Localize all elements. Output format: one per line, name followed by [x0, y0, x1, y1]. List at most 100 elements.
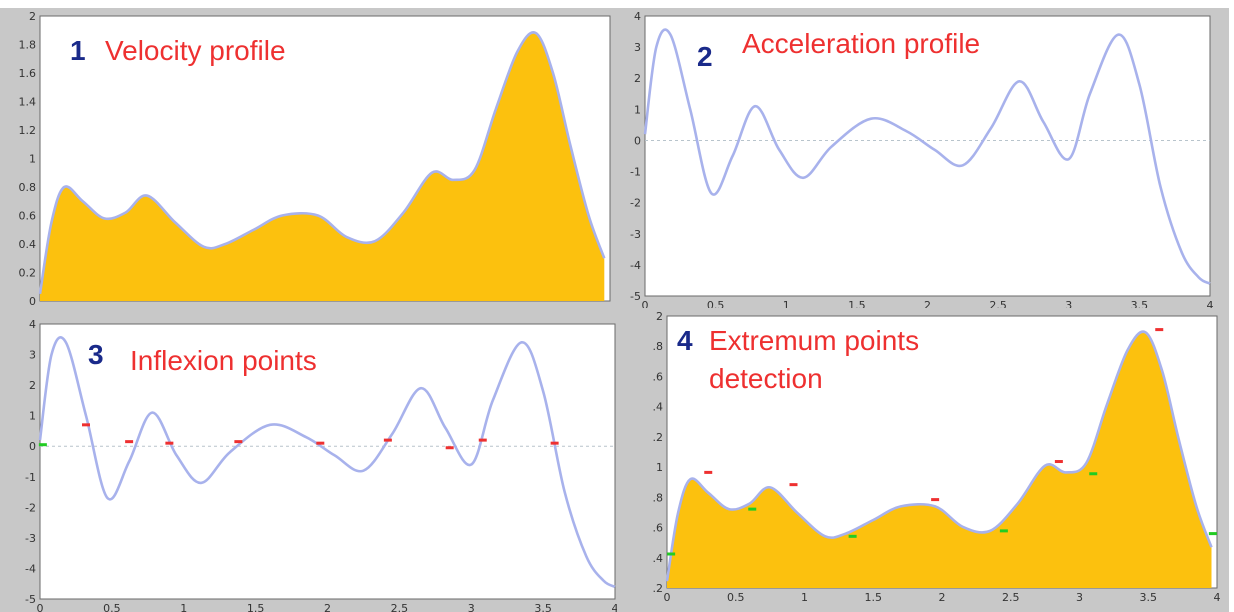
extremum-title-line2: detection [709, 363, 823, 394]
inflexion-title: Inflexion points [130, 345, 317, 376]
acceleration-xtick-label: 1.5 [848, 299, 866, 310]
extremum-ytick-label: .6 [653, 522, 664, 535]
velocity-chart-svg: 0 0.2 0.4 0.6 0.8 1 1.2 1.4 1.6 1.8 2 1 Velocity p… [19, 10, 611, 308]
velocity-ytick-label: 0.6 [19, 210, 37, 223]
inflexion-xticks: 0 0.5 1 1.5 2 2.5 3 3.5 4 [37, 602, 618, 612]
acceleration-number: 2 [697, 41, 713, 72]
inflexion-ytick-label: -4 [25, 562, 36, 575]
extremum-xtick-label: 0 [664, 591, 671, 604]
velocity-ytick-label: 0 [29, 295, 36, 308]
acceleration-xtick-label: 0.5 [707, 299, 725, 310]
extremum-ytick-label: .2 [653, 582, 664, 595]
inflexion-ytick-label: -3 [25, 532, 36, 545]
extremum-panel: .2 .4 .6 .8 1 .2 .4 .6 .8 2 0 0.5 1 1.5 2 2.5 3 3.5 4 4 E… [617, 308, 1229, 612]
inflexion-ytick-label: 1 [29, 410, 36, 423]
inflexion-yticks: -5 -4 -3 -2 -1 0 1 2 3 4 [25, 318, 36, 606]
acceleration-plot-area [644, 15, 1211, 297]
acceleration-ytick-label: 2 [634, 72, 641, 85]
inflexion-ytick-label: -5 [25, 593, 36, 606]
velocity-yticks: 0 0.2 0.4 0.6 0.8 1 1.2 1.4 1.6 1.8 2 [19, 10, 37, 308]
inflexion-xtick-label: 0 [37, 602, 44, 612]
extremum-xtick-label: 4 [1214, 591, 1221, 604]
extremum-ytick-label: .4 [653, 401, 664, 414]
inflexion-ytick-label: -2 [25, 501, 36, 514]
velocity-area-fill-0 [40, 32, 605, 302]
acceleration-xtick-label: 2.5 [989, 299, 1007, 310]
extremum-series-line-0 [665, 330, 1213, 582]
extremum-area-fill-0 [667, 331, 1212, 588]
acceleration-xtick-label: 1 [783, 299, 790, 310]
velocity-series-line-0 [38, 31, 606, 295]
acceleration-yticks: -5 -4 -3 -2 -1 0 1 2 3 4 [630, 10, 641, 303]
extremum-marker-layer [667, 328, 1217, 556]
acceleration-ytick-label: -3 [630, 228, 641, 241]
extremum-line-layer [665, 330, 1213, 582]
inflexion-xtick-label: 0.5 [103, 602, 121, 612]
velocity-ytick-label: 0.4 [19, 238, 37, 251]
acceleration-ytick-label: 3 [634, 41, 641, 54]
acceleration-title: Acceleration profile [742, 28, 980, 59]
acceleration-xticks: 0 0.5 1 1.5 2 2.5 3 3.5 4 [642, 299, 1214, 310]
velocity-ytick-label: 1.8 [19, 39, 37, 52]
inflexion-xtick-label: 1.5 [247, 602, 265, 612]
extremum-ytick-label: 2 [656, 310, 663, 323]
extremum-xtick-label: 3.5 [1140, 591, 1158, 604]
velocity-panel: 0 0.2 0.4 0.6 0.8 1 1.2 1.4 1.6 1.8 2 1 Velocity p… [0, 8, 617, 310]
acceleration-ytick-label: -5 [630, 290, 641, 303]
extremum-ytick-label: .2 [653, 431, 664, 444]
acceleration-panel: -5 -4 -3 -2 -1 0 1 2 3 4 0 0.5 1 1.5 2 2.5 3 3.5 4 2 Acce… [617, 8, 1229, 310]
inflexion-xtick-label: 2.5 [391, 602, 409, 612]
extremum-chart-svg: .2 .4 .6 .8 1 .2 .4 .6 .8 2 0 0.5 1 1.5 2 2.5 3 3.5 4 4 E… [653, 310, 1221, 604]
inflexion-marker-layer [38, 423, 559, 450]
extremum-xtick-label: 1.5 [865, 591, 883, 604]
extremum-yticks: .2 .4 .6 .8 1 .2 .4 .6 .8 2 [653, 310, 664, 595]
extremum-ytick-label: .8 [653, 340, 664, 353]
inflexion-ytick-label: 2 [29, 379, 36, 392]
acceleration-xtick-label: 4 [1207, 299, 1214, 310]
acceleration-chart-svg: -5 -4 -3 -2 -1 0 1 2 3 4 0 0.5 1 1.5 2 2.5 3 3.5 4 2 Acce… [630, 10, 1214, 310]
extremum-fill-layer [667, 331, 1212, 588]
velocity-ytick-label: 1.6 [19, 67, 37, 80]
inflexion-chart-svg: -5 -4 -3 -2 -1 0 1 2 3 4 0 0.5 1 1.5 2 2.5 3 3.5 4 3 Infl… [25, 318, 618, 612]
velocity-number: 1 [70, 35, 86, 66]
inflexion-ytick-label: -1 [25, 471, 36, 484]
acceleration-ytick-label: 0 [634, 134, 641, 147]
velocity-ytick-label: 1.2 [19, 124, 37, 137]
velocity-ytick-label: 2 [29, 10, 36, 23]
velocity-line-layer [38, 31, 606, 295]
velocity-ytick-label: 1 [29, 153, 36, 166]
inflexion-panel: -5 -4 -3 -2 -1 0 1 2 3 4 0 0.5 1 1.5 2 2.5 3 3.5 4 3 Infl… [0, 308, 617, 612]
acceleration-ytick-label: -4 [630, 259, 641, 272]
velocity-fill-layer [40, 32, 605, 302]
acceleration-xtick-label: 0 [642, 299, 649, 310]
acceleration-ytick-label: -2 [630, 197, 641, 210]
extremum-ytick-label: .4 [653, 552, 664, 565]
extremum-xtick-label: 2.5 [1002, 591, 1020, 604]
acceleration-series-line-0 [643, 28, 1211, 285]
velocity-ytick-label: 0.8 [19, 181, 37, 194]
inflexion-plot-area [39, 323, 616, 600]
acceleration-xtick-label: 3.5 [1131, 299, 1149, 310]
inflexion-series-line-0 [38, 336, 616, 588]
extremum-xtick-label: 0.5 [727, 591, 745, 604]
velocity-ytick-label: 1.4 [19, 96, 37, 109]
extremum-number: 4 [677, 325, 693, 356]
inflexion-ytick-label: 4 [29, 318, 36, 331]
inflexion-ytick-label: 3 [29, 349, 36, 362]
extremum-ytick-label: .8 [653, 491, 664, 504]
extremum-xtick-label: 1 [801, 591, 808, 604]
extremum-ytick-label: 1 [656, 461, 663, 474]
extremum-xticks: 0 0.5 1 1.5 2 2.5 3 3.5 4 [664, 591, 1221, 604]
acceleration-line-layer [643, 28, 1211, 285]
inflexion-xtick-label: 3 [468, 602, 475, 612]
acceleration-xtick-label: 3 [1065, 299, 1072, 310]
acceleration-ytick-label: 1 [634, 103, 641, 116]
extremum-xtick-label: 3 [1076, 591, 1083, 604]
inflexion-xtick-label: 2 [324, 602, 331, 612]
inflexion-line-layer [38, 336, 616, 588]
inflexion-number: 3 [88, 339, 104, 370]
acceleration-xtick-label: 2 [924, 299, 931, 310]
extremum-ytick-label: .6 [653, 370, 664, 383]
extremum-xtick-label: 2 [939, 591, 946, 604]
